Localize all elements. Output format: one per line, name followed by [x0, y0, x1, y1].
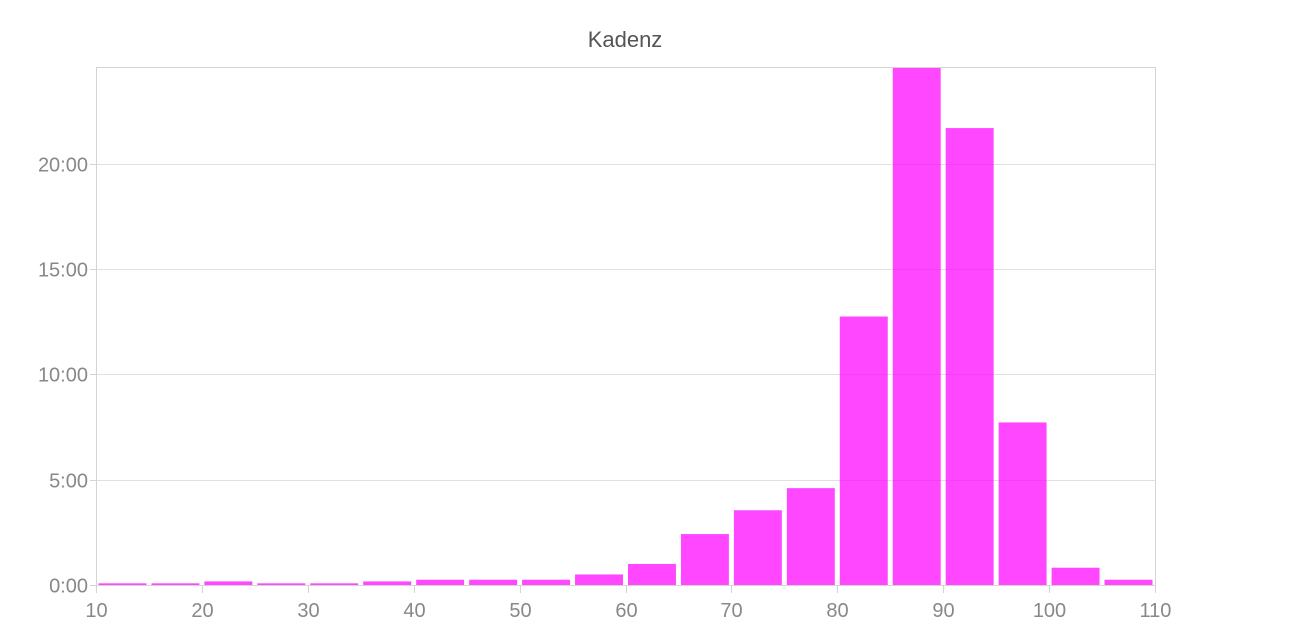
histogram-bar[interactable]: [575, 574, 623, 585]
histogram-bar[interactable]: [522, 579, 571, 585]
x-tick-label: 10: [85, 600, 107, 622]
y-tick-label: 0:00: [49, 576, 88, 598]
histogram-bar[interactable]: [892, 67, 941, 585]
histogram-bar[interactable]: [733, 510, 782, 585]
bar-layer: [98, 67, 1153, 585]
y-tick-label: 20:00: [38, 155, 88, 177]
tick-label-layer: 0:00 5:00 10:00 15:00 20:00 10 20 30 40 50 60 70 80 9…: [38, 155, 1172, 623]
x-tick-label: 90: [932, 600, 954, 622]
histogram-bar[interactable]: [416, 579, 465, 585]
histogram-bar[interactable]: [257, 583, 306, 585]
x-tick-label: 40: [403, 600, 425, 622]
histogram-bar[interactable]: [1104, 579, 1153, 585]
histogram-bar[interactable]: [839, 316, 888, 585]
x-tick-label: 110: [1140, 600, 1172, 622]
chart-title: Kadenz: [588, 27, 663, 52]
histogram-bar[interactable]: [945, 128, 994, 585]
x-tick-label: 30: [297, 600, 319, 622]
y-tick-label: 5:00: [49, 471, 88, 493]
x-tick-label: 60: [615, 600, 637, 622]
histogram-bar[interactable]: [310, 583, 359, 585]
histogram-bar[interactable]: [786, 488, 835, 585]
histogram-bar[interactable]: [998, 422, 1047, 585]
histogram-bar[interactable]: [1051, 567, 1100, 585]
x-tick-label: 80: [826, 600, 848, 622]
x-tick-label: 50: [509, 600, 531, 622]
histogram-bar[interactable]: [363, 581, 412, 585]
histogram-bar[interactable]: [680, 534, 729, 585]
y-tick-label: 10:00: [38, 365, 88, 387]
x-tick-label: 70: [720, 600, 742, 622]
histogram-bar[interactable]: [151, 583, 200, 585]
histogram-bar[interactable]: [469, 579, 518, 585]
x-tick-label: 20: [191, 600, 213, 622]
histogram-bar[interactable]: [628, 563, 676, 585]
grid-layer: [96, 164, 1155, 481]
histogram-bar[interactable]: [204, 581, 253, 585]
axis-layer: [90, 67, 1156, 593]
x-tick-label: 100: [1033, 600, 1066, 622]
histogram-bar[interactable]: [98, 583, 147, 585]
y-tick-label: 15:00: [38, 260, 88, 282]
